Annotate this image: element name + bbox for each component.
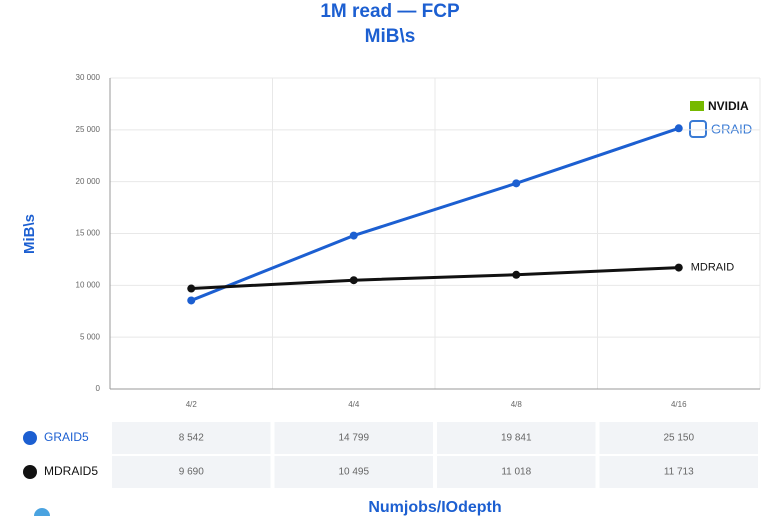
y-tick-label: 10 000	[76, 280, 101, 289]
table-value: 25 150	[663, 433, 694, 444]
table-cell	[274, 422, 433, 454]
x-tick-label: 4/8	[511, 400, 523, 409]
data-point	[674, 124, 683, 133]
table-value: 14 799	[338, 433, 369, 444]
series-line	[191, 266, 679, 291]
legend-label: GRAID5	[44, 430, 89, 444]
chart-subtitle: MiB\s	[365, 26, 416, 47]
x-tick-label: 4/16	[671, 400, 687, 409]
table-cell	[112, 422, 271, 454]
graid-icon	[689, 120, 707, 138]
y-axis-title: MiB\s	[21, 214, 38, 254]
y-tick-label: 15 000	[76, 229, 101, 238]
graid-logo: GRAID	[711, 121, 752, 136]
table-value: 10 495	[338, 467, 369, 478]
x-tick-label: 4/2	[186, 400, 198, 409]
x-tick-label: 4/4	[348, 400, 360, 409]
table-cell	[437, 422, 596, 454]
legend-marker	[23, 431, 37, 445]
decoration	[34, 508, 50, 516]
y-tick-label: 5 000	[80, 332, 101, 341]
legend-marker	[23, 465, 37, 479]
y-tick-label: 25 000	[76, 125, 101, 134]
table-cell	[599, 456, 758, 488]
table-value: 11 713	[664, 467, 694, 478]
table-value: 11 018	[501, 467, 531, 478]
nvidia-logo: NVIDIA	[708, 99, 749, 113]
table-value: 9 690	[179, 467, 204, 478]
data-point	[187, 296, 196, 305]
legend-label: MDRAID5	[44, 464, 98, 478]
data-point	[187, 284, 196, 293]
table-cell	[437, 456, 596, 488]
chart-title: 1M read — FCP	[320, 1, 460, 22]
x-axis-title: Numjobs/IOdepth	[368, 499, 501, 516]
data-point	[349, 231, 358, 240]
table-cell	[274, 456, 433, 488]
data-point	[512, 179, 521, 188]
line-label: MDRAID	[691, 261, 734, 273]
data-point	[349, 276, 358, 285]
series-line	[190, 126, 680, 302]
y-tick-label: 20 000	[76, 177, 101, 186]
table-cell	[599, 422, 758, 454]
nvidia-icon	[690, 101, 704, 111]
data-point	[512, 270, 521, 279]
y-tick-label: 30 000	[76, 73, 101, 82]
y-tick-label: 0	[96, 384, 101, 393]
table-value: 8 542	[179, 433, 204, 444]
table-value: 19 841	[501, 433, 532, 444]
table-cell	[112, 456, 271, 488]
data-point	[674, 263, 683, 272]
